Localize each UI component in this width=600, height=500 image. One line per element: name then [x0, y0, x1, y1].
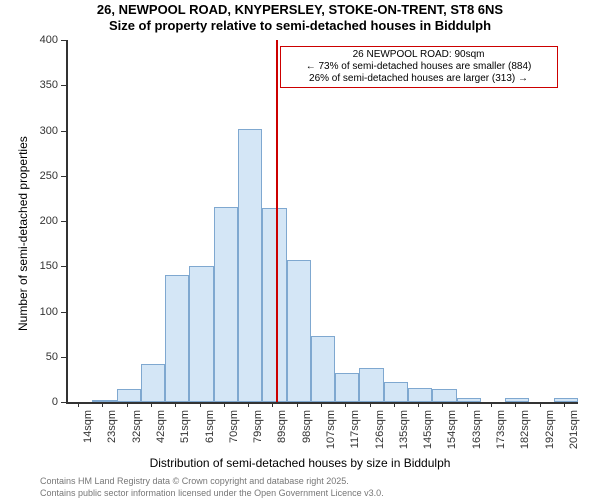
x-tick-label: 51sqm [179, 410, 191, 454]
chart-title-line2: Size of property relative to semi-detach… [0, 18, 600, 33]
y-tick-mark [61, 357, 66, 358]
annotation-box: 26 NEWPOOL ROAD: 90sqm← 73% of semi-deta… [280, 46, 558, 88]
x-tick-label: 135sqm [398, 410, 410, 454]
x-tick-mark [102, 402, 103, 407]
x-tick-mark [78, 402, 79, 407]
histogram-bar [335, 373, 359, 402]
plot-area [66, 40, 578, 404]
histogram-bar [432, 389, 456, 402]
histogram-bar [457, 398, 481, 402]
y-tick-mark [61, 131, 66, 132]
x-tick-mark [321, 402, 322, 407]
y-tick-label: 250 [40, 170, 58, 182]
x-tick-label: 98sqm [301, 410, 313, 454]
x-tick-label: 145sqm [422, 410, 434, 454]
x-tick-label: 126sqm [374, 410, 386, 454]
histogram-bar [117, 389, 141, 402]
x-tick-mark [370, 402, 371, 407]
annotation-line: 26% of semi-detached houses are larger (… [285, 73, 553, 85]
y-tick-label: 50 [46, 351, 58, 363]
y-tick-mark [61, 312, 66, 313]
y-tick-mark [61, 40, 66, 41]
x-tick-mark [224, 402, 225, 407]
y-tick-mark [61, 221, 66, 222]
x-tick-label: 173sqm [495, 410, 507, 454]
histogram-bar [214, 207, 238, 402]
histogram-bar [384, 382, 408, 402]
histogram-bar [165, 275, 189, 402]
x-tick-mark [248, 402, 249, 407]
y-axis-title: Number of semi-detached properties [16, 136, 30, 331]
property-marker-line [276, 40, 278, 402]
histogram-bar [359, 368, 383, 402]
y-tick-label: 100 [40, 306, 58, 318]
x-tick-mark [345, 402, 346, 407]
x-tick-label: 182sqm [519, 410, 531, 454]
histogram-bar [141, 364, 165, 402]
y-tick-label: 150 [40, 260, 58, 272]
y-tick-mark [61, 266, 66, 267]
y-tick-mark [61, 85, 66, 86]
x-tick-label: 89sqm [276, 410, 288, 454]
x-tick-label: 32sqm [131, 410, 143, 454]
x-tick-mark [442, 402, 443, 407]
histogram-bar [262, 208, 286, 402]
x-tick-mark [515, 402, 516, 407]
y-tick-label: 0 [52, 396, 58, 408]
x-tick-label: 79sqm [252, 410, 264, 454]
x-tick-label: 192sqm [544, 410, 556, 454]
x-tick-label: 42sqm [155, 410, 167, 454]
x-tick-label: 14sqm [82, 410, 94, 454]
x-tick-label: 107sqm [325, 410, 337, 454]
x-tick-mark [272, 402, 273, 407]
histogram-bar [554, 398, 578, 402]
x-tick-mark [151, 402, 152, 407]
footer-line1: Contains HM Land Registry data © Crown c… [40, 476, 600, 486]
x-tick-mark [467, 402, 468, 407]
histogram-bar [92, 400, 116, 402]
x-tick-mark [127, 402, 128, 407]
x-tick-mark [394, 402, 395, 407]
histogram-bar [238, 129, 262, 402]
footer-line2: Contains public sector information licen… [40, 488, 600, 498]
x-tick-label: 154sqm [446, 410, 458, 454]
x-tick-label: 201sqm [568, 410, 580, 454]
y-tick-mark [61, 402, 66, 403]
annotation-line: 26 NEWPOOL ROAD: 90sqm [285, 49, 553, 61]
x-tick-mark [297, 402, 298, 407]
y-tick-label: 350 [40, 79, 58, 91]
y-tick-label: 300 [40, 125, 58, 137]
x-tick-mark [418, 402, 419, 407]
x-tick-mark [564, 402, 565, 407]
x-tick-mark [175, 402, 176, 407]
x-axis-title: Distribution of semi-detached houses by … [0, 456, 600, 470]
histogram-bar [408, 388, 432, 402]
y-tick-mark [61, 176, 66, 177]
x-tick-label: 70sqm [228, 410, 240, 454]
histogram-bar [189, 266, 213, 402]
histogram-chart: 26, NEWPOOL ROAD, KNYPERSLEY, STOKE-ON-T… [0, 0, 600, 500]
histogram-bar [311, 336, 335, 402]
x-tick-mark [200, 402, 201, 407]
x-tick-label: 117sqm [349, 410, 361, 454]
y-tick-label: 400 [40, 34, 58, 46]
x-tick-label: 23sqm [106, 410, 118, 454]
x-tick-mark [491, 402, 492, 407]
annotation-line: ← 73% of semi-detached houses are smalle… [285, 61, 553, 73]
x-tick-label: 61sqm [204, 410, 216, 454]
chart-title-line1: 26, NEWPOOL ROAD, KNYPERSLEY, STOKE-ON-T… [0, 2, 600, 17]
y-tick-label: 200 [40, 215, 58, 227]
histogram-bar [287, 260, 311, 402]
histogram-bar [505, 398, 529, 402]
x-tick-mark [540, 402, 541, 407]
x-tick-label: 163sqm [471, 410, 483, 454]
